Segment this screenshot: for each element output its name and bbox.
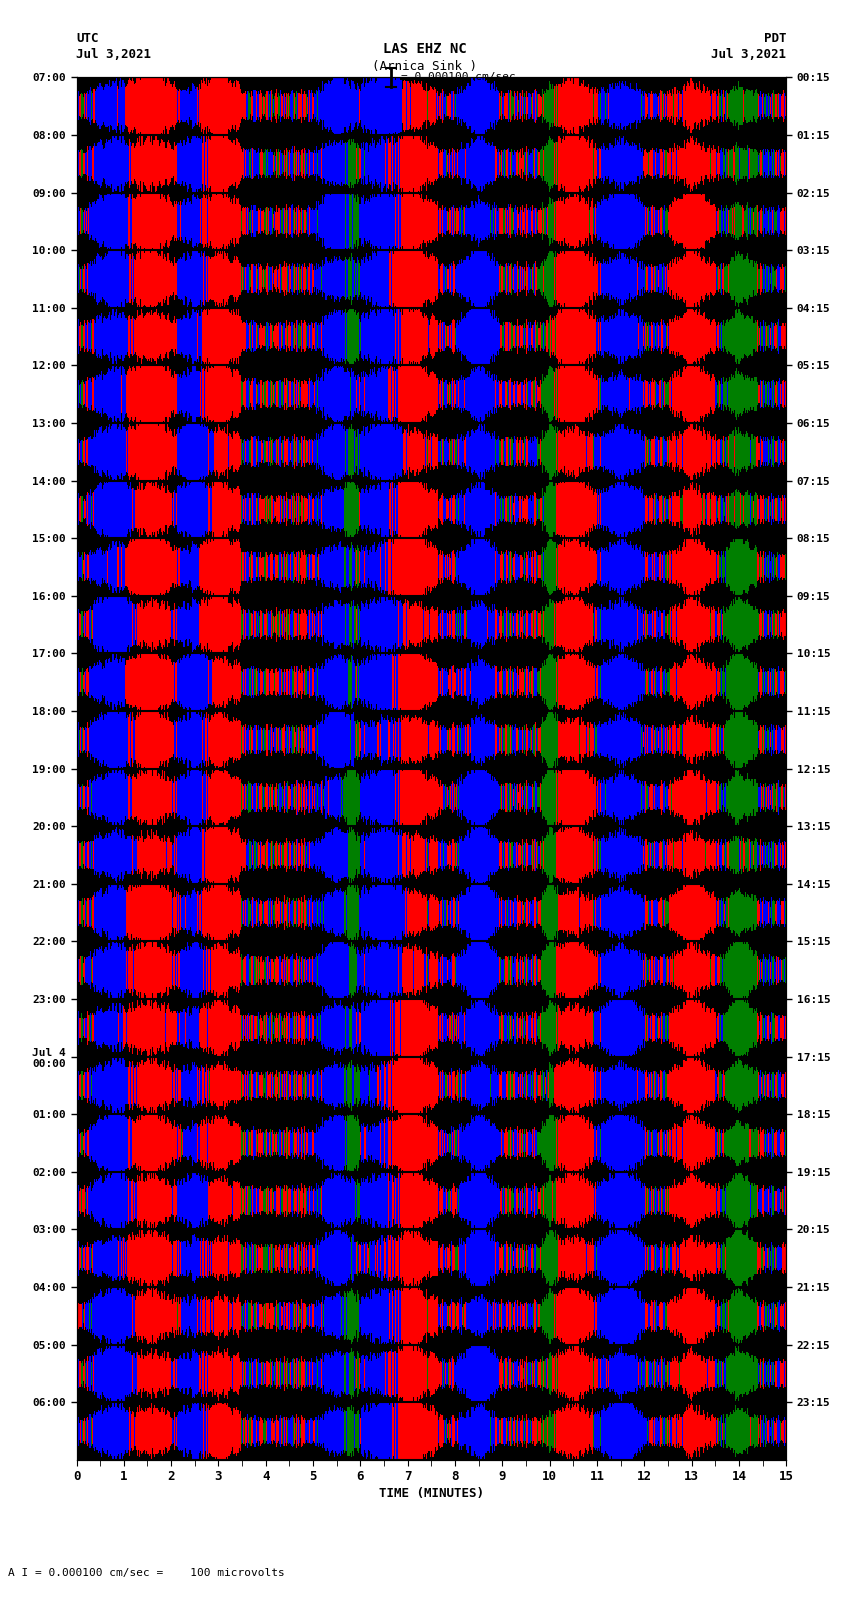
Text: = 0.000100 cm/sec: = 0.000100 cm/sec <box>401 73 516 82</box>
Text: A I = 0.000100 cm/sec =    100 microvolts: A I = 0.000100 cm/sec = 100 microvolts <box>8 1568 286 1578</box>
Text: LAS EHZ NC: LAS EHZ NC <box>383 42 467 56</box>
Text: PDT: PDT <box>764 32 786 45</box>
X-axis label: TIME (MINUTES): TIME (MINUTES) <box>379 1487 484 1500</box>
Text: Jul 3,2021: Jul 3,2021 <box>76 48 151 61</box>
Text: (Arnica Sink ): (Arnica Sink ) <box>372 60 478 73</box>
Text: UTC: UTC <box>76 32 99 45</box>
Text: Jul 3,2021: Jul 3,2021 <box>711 48 786 61</box>
